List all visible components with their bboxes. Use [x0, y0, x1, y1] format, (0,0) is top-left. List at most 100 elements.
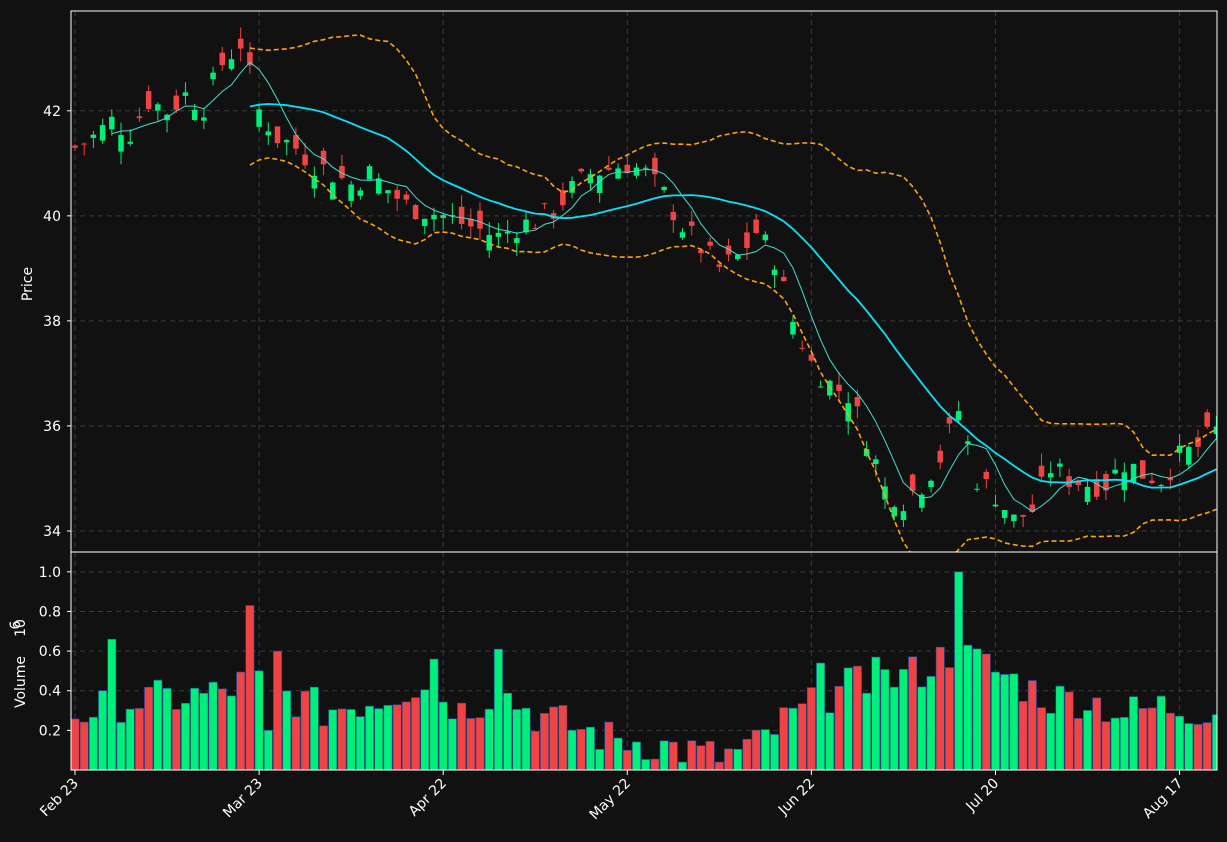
- volume-bar: [917, 686, 927, 770]
- candle-body: [1158, 484, 1164, 486]
- candle-body: [302, 154, 308, 166]
- candle-body: [1176, 445, 1183, 453]
- candle-body: [1029, 504, 1036, 512]
- volume-bar: [576, 729, 586, 770]
- volume-bar: [429, 658, 439, 770]
- candle-body: [578, 168, 585, 172]
- candle-body: [661, 186, 667, 191]
- volume-bar: [1055, 685, 1065, 770]
- candle-body: [403, 194, 410, 200]
- volume-bar: [852, 665, 862, 770]
- candle-body: [836, 384, 842, 391]
- volume-bar: [816, 662, 826, 770]
- volume-bar: [521, 707, 531, 770]
- candle-body: [1112, 469, 1118, 474]
- volume-bar: [871, 656, 881, 770]
- volume-bar: [162, 688, 172, 770]
- volume-panel-frame: [70, 551, 1218, 771]
- volume-bar: [1156, 695, 1166, 770]
- candle-body: [339, 165, 345, 179]
- volume-bar: [291, 716, 301, 770]
- candle-body: [1084, 486, 1091, 502]
- price-tick-label: 40: [43, 209, 61, 225]
- volume-bar: [227, 695, 236, 770]
- candle-body: [891, 507, 897, 517]
- volume-bar: [1202, 722, 1212, 770]
- volume-bar: [199, 692, 209, 770]
- volume-bar: [733, 748, 743, 770]
- volume-bar: [843, 667, 853, 770]
- volume-tick-label: 0.6: [39, 644, 61, 660]
- volume-bar: [724, 748, 733, 770]
- volume-axis-exponent-base: 10: [13, 619, 29, 637]
- candle-body: [790, 321, 796, 335]
- volume-bar: [889, 686, 899, 770]
- volume-bar: [190, 687, 200, 770]
- candle-body: [394, 189, 400, 199]
- candle-body: [477, 210, 483, 229]
- candle-body: [716, 264, 723, 267]
- candle-body: [468, 218, 474, 227]
- candle-body: [596, 175, 603, 194]
- candle-body: [72, 145, 78, 148]
- candle-body: [1195, 437, 1201, 447]
- candle-body: [81, 143, 87, 145]
- candle-body: [247, 52, 253, 66]
- candle-body: [670, 211, 677, 221]
- volume-bar: [972, 648, 982, 770]
- volume-bar: [420, 689, 430, 770]
- candle-body: [136, 116, 143, 119]
- candle-body: [109, 116, 115, 130]
- candle-body: [422, 218, 428, 227]
- candle-body: [688, 221, 695, 226]
- candle-body: [431, 214, 437, 220]
- volume-bar: [337, 708, 347, 770]
- volume-bar: [834, 685, 844, 770]
- candle-body: [357, 190, 364, 196]
- volume-bar: [1037, 707, 1046, 770]
- volume-bar: [346, 709, 356, 770]
- volume-bar: [678, 761, 687, 770]
- volume-bar: [438, 701, 448, 770]
- candle-body: [771, 269, 778, 276]
- volume-bar: [1175, 715, 1185, 770]
- candle-body: [440, 215, 446, 218]
- volume-bar: [1018, 701, 1028, 770]
- volume-bar: [705, 741, 715, 770]
- volume-bar: [1046, 712, 1056, 770]
- candle-body: [983, 471, 990, 479]
- volume-bar: [171, 709, 181, 770]
- volume-bar: [1147, 707, 1157, 770]
- candle-body: [965, 441, 971, 444]
- candle-body: [725, 245, 732, 255]
- candle-body: [873, 459, 879, 465]
- volume-bar: [549, 706, 559, 770]
- candle-body: [293, 135, 299, 149]
- volume-bar: [493, 648, 503, 770]
- volume-bar: [1092, 697, 1102, 770]
- candle-body: [606, 167, 612, 170]
- volume-bar: [954, 571, 964, 770]
- candle-body: [1149, 480, 1155, 484]
- volume-bar: [512, 709, 522, 770]
- volume-bar: [181, 702, 190, 770]
- candle-body: [707, 241, 713, 246]
- volume-bar: [71, 718, 80, 770]
- volume-bar: [622, 749, 632, 770]
- volume-bar: [825, 712, 835, 770]
- candle-body: [155, 104, 161, 111]
- volume-bar: [365, 705, 374, 770]
- candle-body: [744, 232, 750, 248]
- candle-body: [201, 117, 207, 121]
- candle-body: [486, 234, 492, 251]
- volume-bar: [714, 761, 724, 770]
- volume-bar: [273, 650, 282, 770]
- candle-body: [495, 232, 502, 237]
- candle-body: [900, 511, 907, 521]
- candle-body: [652, 157, 658, 175]
- volume-bar: [1110, 717, 1120, 770]
- candle-body: [118, 135, 124, 152]
- candle-body: [514, 238, 520, 243]
- volume-bar: [447, 718, 457, 770]
- candle-body: [1204, 412, 1210, 427]
